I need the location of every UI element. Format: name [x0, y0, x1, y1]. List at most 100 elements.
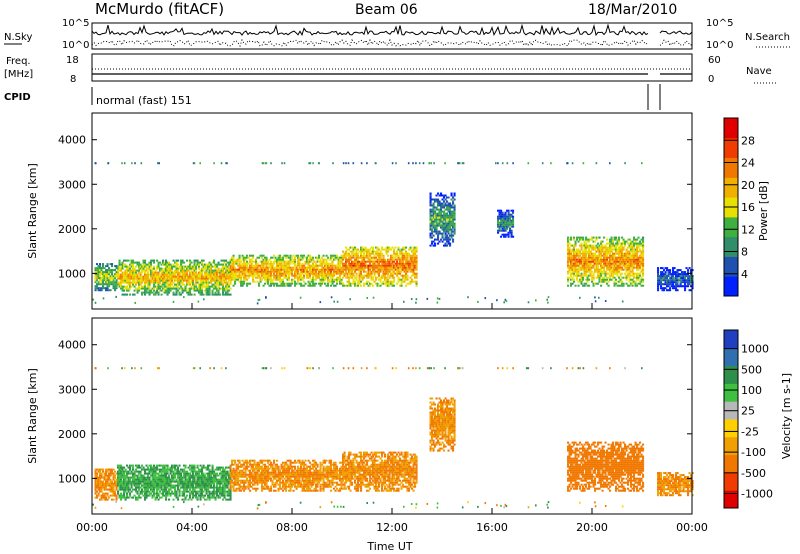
- echo-cell: [582, 268, 585, 271]
- echo-cell: [295, 272, 298, 275]
- echo-cell: [337, 264, 340, 267]
- echo-cell: [196, 277, 199, 280]
- echo-cell: [631, 264, 634, 267]
- echo-cell: [673, 277, 676, 280]
- echo-cell: [397, 264, 400, 267]
- echo-cell: [577, 266, 580, 269]
- echo-cell: [103, 279, 106, 282]
- echo-cell: [676, 283, 679, 286]
- echo-cell: [351, 250, 354, 253]
- echo-cell: [375, 256, 378, 259]
- echo-cell: [432, 204, 435, 207]
- echo-cell: [114, 289, 117, 292]
- echo-cell: [406, 264, 409, 267]
- echo-cell: [241, 272, 244, 275]
- echo-cell: [240, 270, 243, 273]
- echo-cell: [333, 278, 336, 281]
- echo-cell: [351, 268, 354, 271]
- echo-cell: [431, 230, 434, 233]
- echo-cell: [411, 270, 414, 273]
- echo-cell: [196, 281, 199, 284]
- echo-cell: [331, 262, 334, 265]
- echo-cell: [168, 287, 171, 290]
- echo-cell: [402, 280, 405, 283]
- echo-cell: [135, 486, 138, 489]
- echo-cell: [510, 219, 513, 222]
- echo-cell: [99, 490, 102, 493]
- echo-cell: [388, 270, 391, 273]
- echo-cell: [570, 274, 573, 277]
- echo-cell: [598, 236, 601, 239]
- echo-cell: [574, 258, 577, 261]
- echo-cell: [201, 269, 204, 272]
- echo-cell: [625, 260, 628, 263]
- echo-cell: [679, 277, 682, 280]
- echo-cell: [229, 266, 232, 269]
- echo-cell: [160, 488, 163, 491]
- echo-cell: [243, 268, 246, 271]
- echo-cell: [175, 271, 178, 274]
- echo-cell: [408, 252, 411, 255]
- echo-cell: [331, 260, 334, 263]
- echo-cell: [210, 273, 213, 276]
- echo-cell: [384, 282, 387, 285]
- echo-cell: [636, 284, 639, 287]
- echo-cell: [147, 468, 150, 471]
- echo-cell: [405, 276, 408, 279]
- echo-cell: [631, 278, 634, 281]
- echo-cell: [324, 268, 327, 271]
- echo-cell: [324, 274, 327, 277]
- echo-cell: [642, 250, 645, 253]
- echo-cell: [348, 282, 351, 285]
- echo-cell: [223, 267, 226, 270]
- echo-cell: [580, 278, 583, 281]
- echo-cell: [606, 246, 609, 249]
- echo-cell: [609, 238, 612, 241]
- echo-cell: [153, 480, 156, 483]
- echo-cell: [332, 162, 334, 165]
- echo-cell: [440, 218, 443, 221]
- echo-cell: [190, 269, 193, 272]
- echo-cell: [330, 266, 333, 269]
- echo-cell: [127, 267, 130, 270]
- echo-cell: [106, 277, 109, 280]
- echo-cell: [145, 263, 148, 266]
- echo-cell: [132, 265, 135, 268]
- echo-cell: [114, 277, 117, 280]
- echo-cell: [183, 275, 186, 278]
- echo-cell: [232, 256, 235, 259]
- echo-cell: [282, 278, 285, 281]
- echo-cell: [106, 476, 109, 479]
- echo-cell: [162, 259, 165, 262]
- echo-cell: [453, 204, 456, 207]
- echo-cell: [592, 282, 595, 285]
- echo-cell: [361, 256, 364, 259]
- echo-cell: [138, 277, 141, 280]
- echo-cell: [616, 268, 619, 271]
- echo-cell: [667, 289, 670, 292]
- echo-cell: [231, 278, 234, 281]
- echo-cell: [667, 275, 670, 278]
- echo-cell: [294, 256, 297, 259]
- echo-cell: [211, 279, 214, 282]
- echo-cell: [207, 271, 210, 274]
- echo-cell: [160, 283, 163, 286]
- echo-cell: [673, 281, 676, 284]
- echo-cell: [144, 285, 147, 288]
- echo-cell: [397, 278, 400, 281]
- echo-cell: [157, 162, 159, 165]
- echo-cell: [148, 273, 151, 276]
- echo-cell: [440, 204, 443, 207]
- echo-cell: [627, 238, 630, 241]
- echo-cell: [592, 284, 595, 287]
- echo-cell: [606, 256, 609, 259]
- echo-cell: [634, 262, 637, 265]
- echo-cell: [157, 273, 160, 276]
- echo-cell: [214, 277, 217, 280]
- echo-cell: [501, 211, 504, 214]
- echo-cell: [432, 226, 435, 229]
- echo-cell: [619, 248, 622, 251]
- echo-cell: [195, 285, 198, 288]
- echo-cell: [403, 280, 406, 283]
- echo-cell: [285, 270, 288, 273]
